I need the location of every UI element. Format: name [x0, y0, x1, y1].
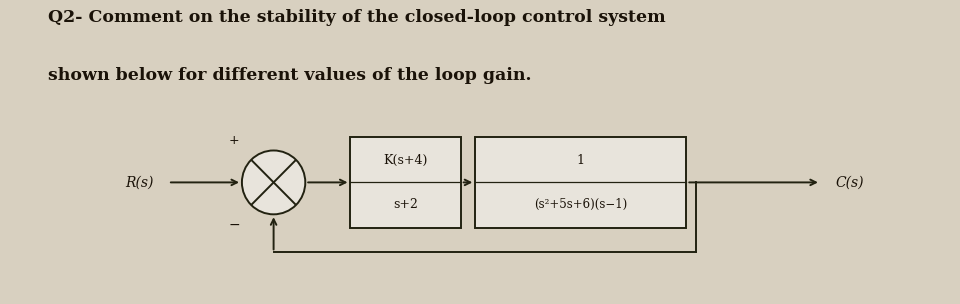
Text: C(s): C(s) [835, 175, 864, 189]
Text: +: + [228, 134, 239, 147]
FancyBboxPatch shape [350, 137, 461, 228]
Text: R(s): R(s) [125, 175, 154, 189]
Text: K(s+4): K(s+4) [383, 154, 428, 167]
Text: s+2: s+2 [394, 198, 418, 211]
Text: shown below for different values of the loop gain.: shown below for different values of the … [48, 67, 532, 84]
Ellipse shape [242, 150, 305, 214]
Text: (s²+5s+6)(s−1): (s²+5s+6)(s−1) [534, 198, 628, 211]
FancyBboxPatch shape [475, 137, 686, 228]
Text: 1: 1 [577, 154, 585, 167]
Text: Q2- Comment on the stability of the closed-loop control system: Q2- Comment on the stability of the clos… [48, 9, 665, 26]
Text: −: − [228, 217, 240, 231]
